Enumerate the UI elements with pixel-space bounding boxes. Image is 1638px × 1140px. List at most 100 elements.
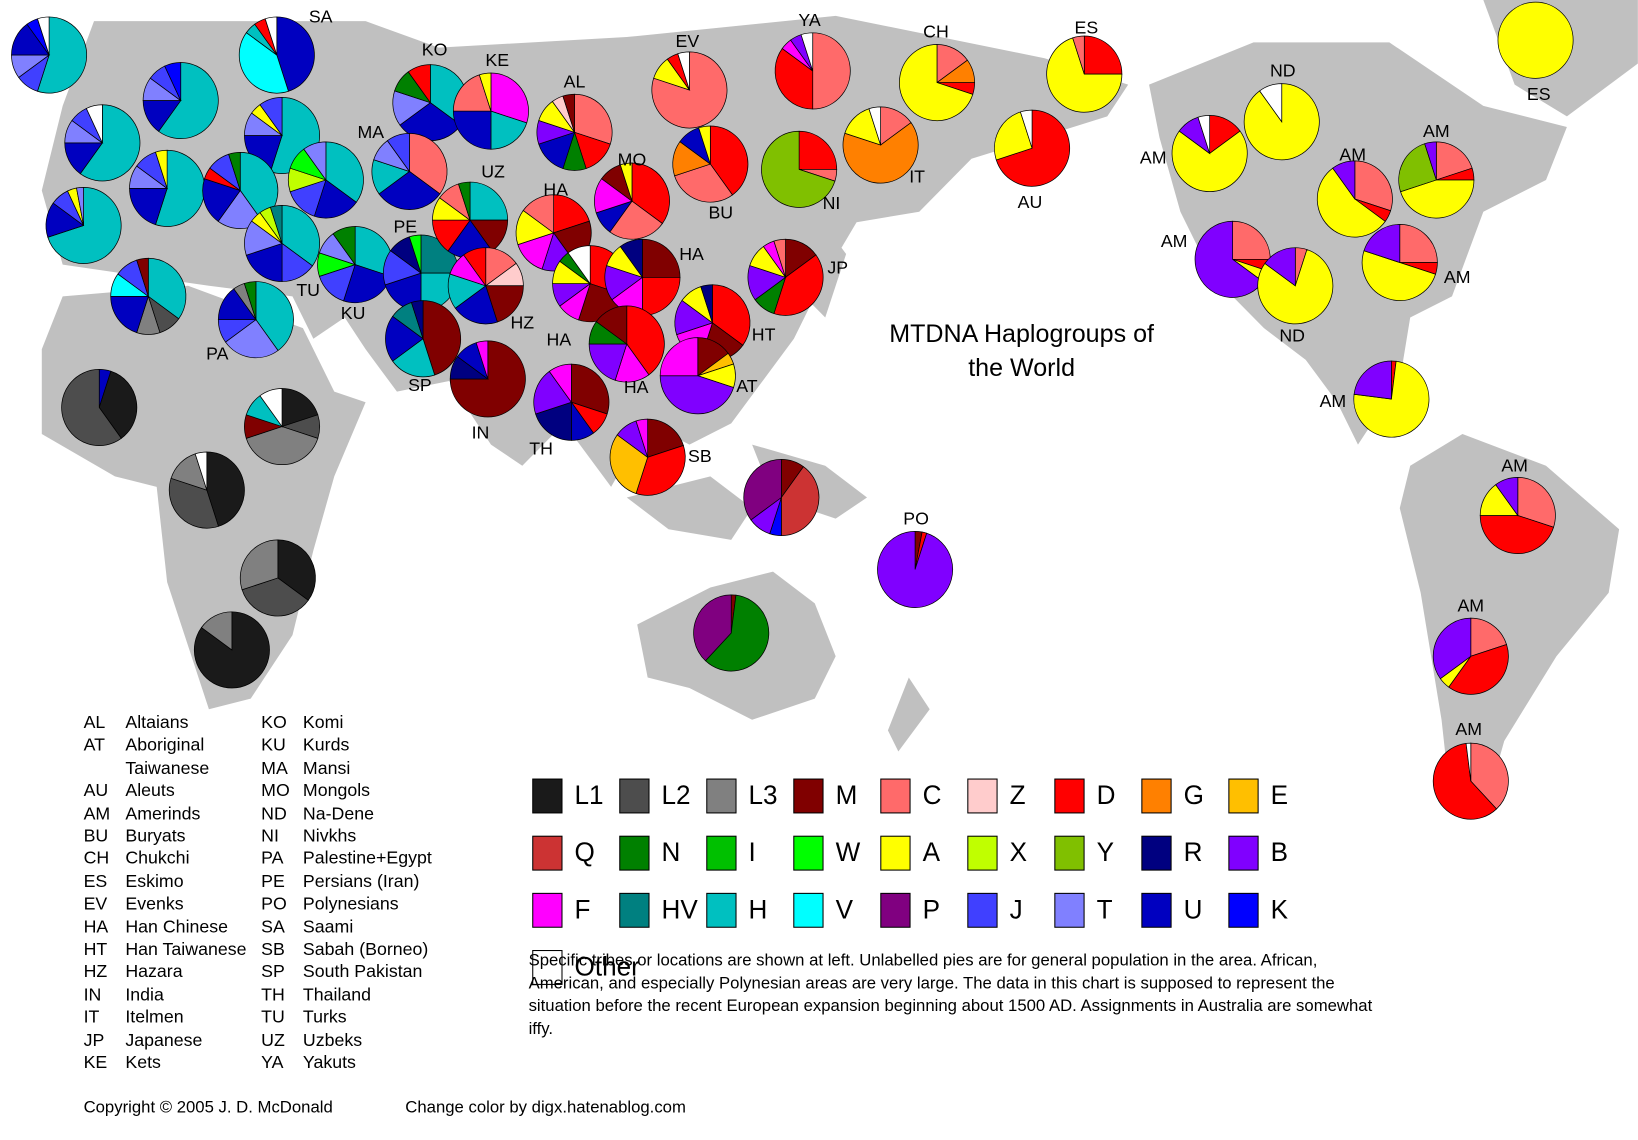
pie-slice <box>485 285 524 323</box>
population-row: MO Mongols <box>261 779 436 802</box>
pie-label: HT <box>752 324 776 344</box>
pie-slice <box>635 418 649 458</box>
legend-swatch <box>1228 892 1259 928</box>
pie-slice <box>743 459 782 521</box>
pie <box>651 51 728 129</box>
legend-label: J <box>1010 894 1023 924</box>
population-row: HZ Hazara <box>84 961 259 984</box>
copyright: Copyright © 2005 J. D. McDonald <box>83 1098 333 1117</box>
legend-label: I <box>749 837 756 867</box>
pie-slice <box>693 594 732 662</box>
pie-slice <box>1398 143 1437 193</box>
pie-label: MO <box>618 150 647 170</box>
pie-label: EV <box>676 31 700 51</box>
pie-slice <box>79 104 141 182</box>
legend-label: H <box>749 894 768 924</box>
pie-slice <box>800 32 814 72</box>
pie-slice <box>469 181 509 221</box>
pie <box>672 125 749 203</box>
pie-label: AM <box>1457 595 1484 615</box>
population-row: AM Amerinds <box>84 802 259 825</box>
population-row: PO Polynesians <box>261 893 436 916</box>
pie-slice <box>224 319 279 359</box>
legend-label: HV <box>662 894 699 924</box>
population-code: ND <box>261 803 287 824</box>
pie-slice <box>1361 250 1436 301</box>
legend-label: K <box>1271 894 1289 924</box>
population-row: KO Komi <box>261 711 436 734</box>
note: Specific tribes or locations are shown a… <box>528 951 1373 1038</box>
pie <box>64 104 141 182</box>
pie-label: AM <box>1501 455 1528 475</box>
population-code: AM <box>83 803 111 824</box>
pie-slice <box>626 305 665 376</box>
population-code: MO <box>261 780 290 801</box>
pie-label: AL <box>564 71 586 91</box>
pie-slice <box>773 238 786 278</box>
pie-label: KU <box>341 303 366 323</box>
pie-slice <box>548 363 572 404</box>
pie <box>129 149 206 227</box>
pie-label: KE <box>485 50 509 70</box>
pie <box>1243 83 1320 161</box>
population-code: KE <box>83 1052 108 1073</box>
population-code: NI <box>261 825 279 846</box>
pie-slice <box>677 51 690 91</box>
legend-swatch <box>619 835 650 871</box>
pie-slice <box>463 247 487 287</box>
population-row: CH Chukchi <box>84 847 259 870</box>
pie-label: CH <box>923 21 949 41</box>
legend-label: G <box>1184 780 1204 810</box>
pie-slice <box>245 242 283 282</box>
legend-label: P <box>923 894 940 924</box>
pie-label: AM <box>1455 719 1482 739</box>
population-name: Persians (Iran) <box>302 870 420 892</box>
pie-label: TH <box>529 439 553 459</box>
pie-label: SA <box>309 7 333 27</box>
legend-swatch <box>967 892 998 928</box>
credit: Change color by digx.hatenablog.com <box>405 1098 686 1117</box>
population-code: PO <box>261 893 287 914</box>
pie-slice <box>332 226 356 266</box>
population-name: Japanese <box>125 1029 203 1050</box>
pie-label: TU <box>296 280 320 300</box>
legend-label: C <box>923 780 942 810</box>
population-row: PE Persians (Iran) <box>261 870 436 893</box>
legend-label: B <box>1271 837 1288 867</box>
pie-slice <box>277 539 316 601</box>
pie-slice <box>206 451 245 527</box>
population-name: Yakuts <box>302 1052 356 1073</box>
pie <box>588 305 665 383</box>
pie-label: SP <box>408 375 432 395</box>
pie-slice <box>168 477 219 529</box>
pie-label: HA <box>543 179 568 199</box>
population-name: Amerinds <box>125 803 201 824</box>
pie-slice <box>239 539 279 591</box>
legend-swatch <box>880 778 911 814</box>
pie-slice <box>1354 160 1393 212</box>
pie <box>385 300 461 378</box>
pie <box>1479 477 1556 554</box>
legend-label: Other <box>575 951 641 981</box>
pie-slice <box>1232 220 1271 260</box>
pie-slice <box>1264 247 1296 287</box>
pie <box>899 44 975 121</box>
legend-swatch <box>532 778 563 814</box>
population-row: MA Mansi <box>261 757 436 780</box>
population-name: Altaians <box>125 712 189 733</box>
pie-slice <box>76 186 84 226</box>
pie-slice <box>659 375 735 415</box>
legend-label: L2 <box>662 780 691 810</box>
pie-slice <box>1495 477 1519 517</box>
legend-swatch <box>793 835 824 871</box>
pie-label: HZ <box>510 313 534 333</box>
legend-label: Q <box>575 837 595 867</box>
pie-slice <box>1470 617 1508 657</box>
pie <box>1171 115 1248 192</box>
pie-label: IT <box>909 166 925 186</box>
pie <box>1046 35 1123 113</box>
pie-slice <box>241 577 309 617</box>
legend-label: A <box>923 837 941 867</box>
